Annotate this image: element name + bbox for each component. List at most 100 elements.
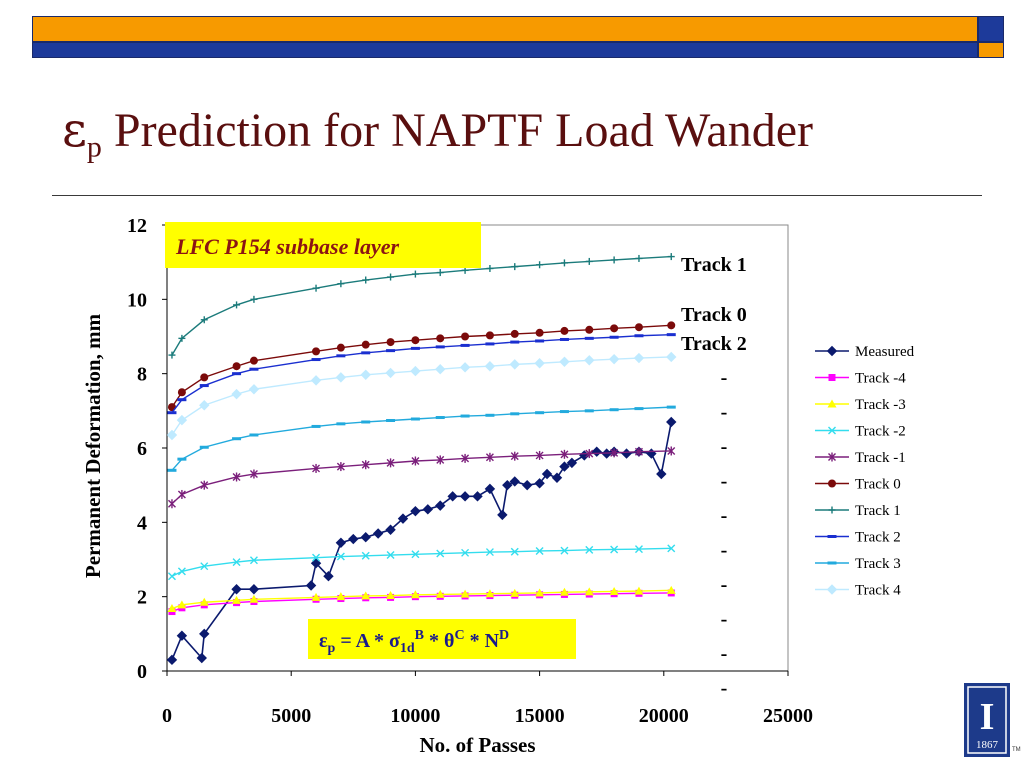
data-point-x-stroke (200, 562, 209, 571)
data-point-circle (312, 347, 321, 356)
x-tick-label: 20000 (639, 705, 689, 727)
formula-part: ε (319, 630, 328, 652)
data-point-star (200, 480, 209, 490)
data-point-diamond (248, 584, 260, 595)
data-point-dash (199, 445, 209, 449)
annotation-box (165, 222, 481, 268)
data-point-triangle (535, 588, 545, 597)
data-point-star (232, 472, 241, 482)
data-point-x (560, 546, 569, 555)
data-point-plus (436, 269, 444, 277)
data-point-plus (486, 264, 494, 272)
data-point-star (610, 448, 619, 458)
legend-entry: Track 0 (815, 477, 901, 493)
data-point-x (167, 572, 176, 581)
data-point-x (232, 558, 241, 567)
data-point-diamond (176, 414, 188, 426)
data-point-star (167, 499, 176, 509)
data-point-x-stroke (177, 567, 186, 576)
data-point-triangle (609, 586, 619, 595)
data-point-plus (610, 256, 618, 264)
logo-trademark: TM (1012, 747, 1021, 753)
data-point-diamond (231, 584, 242, 595)
data-point-plus (178, 334, 186, 342)
data-point-diamond (559, 356, 570, 367)
data-point-diamond (521, 479, 533, 491)
header-corner-blue (978, 16, 1004, 42)
data-point-dash (386, 418, 396, 422)
data-point-diamond (447, 491, 458, 502)
data-point-x (535, 546, 544, 555)
legend-label: Track 0 (855, 477, 901, 493)
legend-entry: Track -3 (815, 397, 906, 413)
data-point-dash (167, 468, 177, 472)
legend-label: Track 3 (855, 556, 901, 572)
data-point-diamond (484, 361, 496, 372)
data-point-x-stroke (411, 550, 420, 559)
dash-mark: - (721, 402, 728, 424)
plot-background (166, 224, 789, 672)
data-point-dash (559, 410, 569, 414)
data-point-diamond (199, 400, 210, 411)
data-point-circle (200, 373, 209, 382)
data-point-plus (560, 259, 568, 267)
data-point-triangle (410, 590, 420, 599)
data-point-dash (634, 407, 644, 411)
data-point-dash (167, 411, 177, 415)
data-point-dash (361, 351, 371, 355)
formula-text: εp = A * σ1dB * θC * ND (319, 628, 509, 656)
data-point-dash (336, 422, 346, 426)
dash-mark: - (721, 471, 728, 493)
data-point-diamond (422, 504, 434, 515)
dash-mark: - (721, 436, 728, 458)
chart-annotations: LFC P154 subbase layer εp = A * σ1dB * θC… (165, 222, 747, 700)
data-point-circle (436, 334, 445, 343)
data-point-star (461, 453, 470, 463)
data-point-x-stroke (361, 551, 370, 560)
series-track-3 (167, 405, 676, 472)
x-tick-label: 0 (162, 705, 172, 727)
series-track--3 (167, 585, 676, 613)
data-point-plus (635, 254, 643, 262)
data-point-x (312, 553, 321, 562)
data-point-triangle (584, 587, 594, 596)
data-point-diamond (335, 372, 347, 383)
legend-label: Track -3 (855, 397, 906, 413)
data-point-dash (410, 346, 420, 350)
x-tick-label: 5000 (271, 705, 311, 727)
data-point-dash (249, 433, 259, 437)
data-point-diamond (166, 654, 178, 666)
data-point-dash (361, 420, 371, 424)
data-point-dash (666, 333, 676, 337)
slide-title: εp Prediction for NAPTF Load Wander (62, 102, 813, 165)
data-point-diamond (608, 353, 620, 365)
data-point-diamond (584, 355, 595, 366)
chart-legend: Measured Track -4 Track -3 Track -2 Track -1… (815, 344, 915, 599)
data-point-diamond (385, 367, 396, 379)
data-point-x (485, 548, 494, 557)
header-bar-blue (32, 42, 978, 58)
data-point-dash (510, 340, 520, 344)
series-track-0 (167, 321, 676, 412)
data-point-diamond (534, 358, 545, 369)
data-point-diamond (372, 528, 384, 539)
data-point-circle (828, 479, 836, 488)
data-point-diamond (459, 491, 471, 502)
data-point-diamond (335, 537, 347, 548)
dash-mark: - (721, 505, 728, 527)
data-point-plus (337, 280, 345, 288)
data-point-dash (232, 372, 242, 376)
data-point-dash (386, 349, 396, 353)
series-line (171, 589, 672, 610)
data-point-circle (232, 362, 241, 371)
data-point-x-stroke (535, 546, 544, 555)
data-point-plus (233, 301, 241, 309)
data-point-diamond (509, 359, 520, 370)
data-point-diamond (385, 524, 396, 535)
data-point-x-stroke (249, 556, 258, 565)
data-point-triangle (634, 586, 644, 595)
data-point-triangle (336, 592, 346, 601)
data-point-x-stroke (436, 549, 445, 558)
dash-mark: - (721, 678, 728, 700)
data-point-triangle (386, 591, 396, 600)
